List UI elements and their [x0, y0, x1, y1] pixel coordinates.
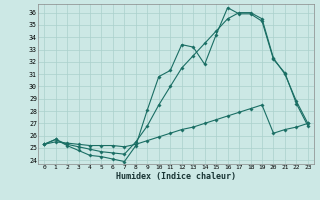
X-axis label: Humidex (Indice chaleur): Humidex (Indice chaleur): [116, 172, 236, 181]
